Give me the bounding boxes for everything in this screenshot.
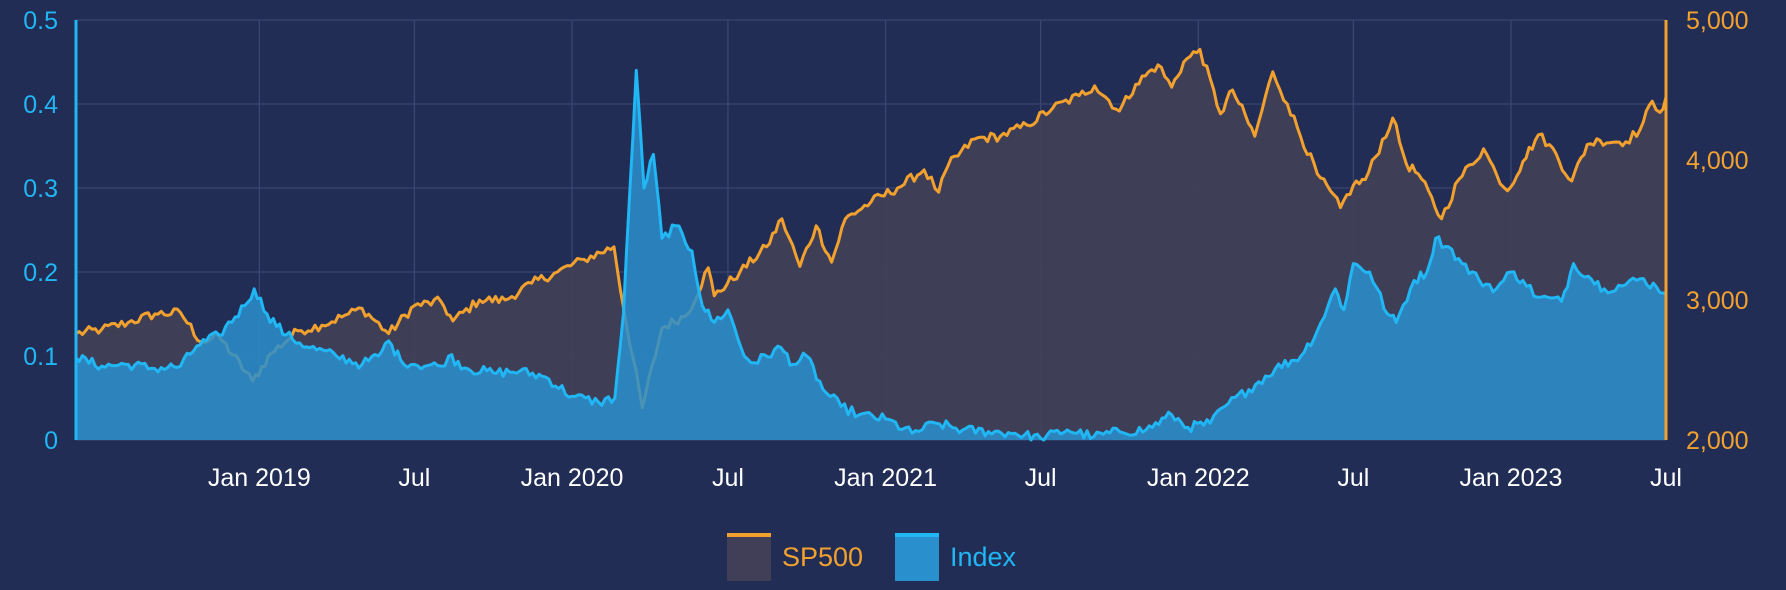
left-axis-tick-label: 0.2 bbox=[23, 259, 58, 287]
legend-swatch bbox=[727, 533, 771, 581]
x-axis-tick-label: Jan 2019 bbox=[208, 464, 311, 492]
legend-swatch-line bbox=[895, 533, 939, 537]
x-axis-tick-label: Jan 2022 bbox=[1147, 464, 1250, 492]
left-axis-tick-label: 0.4 bbox=[23, 91, 58, 119]
legend-label: Index bbox=[950, 542, 1017, 572]
left-axis-tick-label: 0.3 bbox=[23, 175, 58, 203]
index-series bbox=[74, 68, 1667, 442]
x-axis-tick-label: Jan 2021 bbox=[834, 464, 937, 492]
legend-swatch-line bbox=[727, 533, 771, 537]
right-axis-tick-label: 3,000 bbox=[1686, 287, 1749, 315]
index-line bbox=[74, 68, 1667, 442]
left-axis-tick-label: 0.1 bbox=[23, 343, 58, 371]
legend-swatch bbox=[895, 533, 939, 581]
x-axis-tick-label: Jul bbox=[1650, 464, 1682, 492]
left-axis-tick-label: 0.5 bbox=[23, 7, 58, 35]
x-axis-tick-label: Jul bbox=[712, 464, 744, 492]
sp500-area bbox=[76, 49, 1666, 441]
legend-item-sp500[interactable]: SP500 bbox=[727, 533, 863, 581]
sp500-line bbox=[75, 47, 1668, 410]
right-axis-tick-label: 2,000 bbox=[1686, 427, 1749, 455]
x-axis-tick-label: Jul bbox=[1025, 464, 1057, 492]
legend-item-index[interactable]: Index bbox=[895, 533, 1017, 581]
legend[interactable]: SP500 Index bbox=[727, 533, 1017, 581]
right-axis-tick-label: 4,000 bbox=[1686, 147, 1749, 175]
x-axis-tick-label: Jan 2023 bbox=[1460, 464, 1563, 492]
axes: 0 0.1 0.2 0.3 0.4 0.5 2,000 3,000 4,000 5,000 Jan … bbox=[23, 7, 1748, 492]
x-axis-tick-label: Jul bbox=[1337, 464, 1369, 492]
sp500-series bbox=[75, 47, 1668, 441]
right-axis-tick-label: 5,000 bbox=[1686, 7, 1749, 35]
x-axis-tick-label: Jul bbox=[398, 464, 430, 492]
index-area bbox=[76, 70, 1666, 441]
x-axis-tick-label: Jan 2020 bbox=[521, 464, 624, 492]
legend-label: SP500 bbox=[782, 542, 863, 572]
left-axis-tick-label: 0 bbox=[44, 427, 58, 455]
